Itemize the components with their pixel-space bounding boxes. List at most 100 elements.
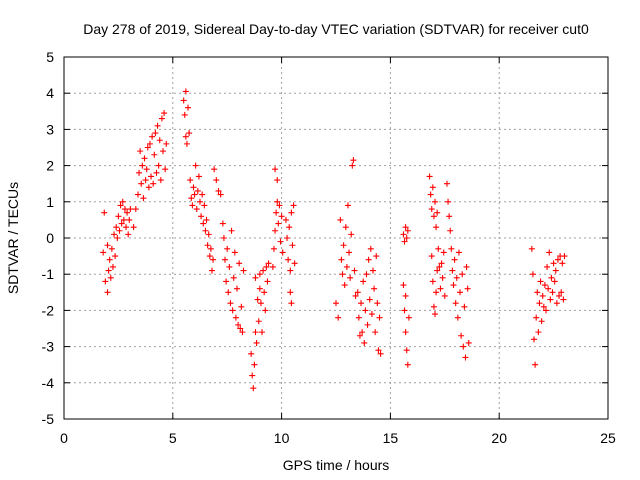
data-point bbox=[256, 285, 263, 292]
data-point bbox=[539, 292, 546, 299]
data-point bbox=[288, 300, 295, 307]
data-point bbox=[232, 314, 239, 321]
data-point bbox=[553, 300, 560, 307]
data-point bbox=[360, 278, 367, 285]
data-point bbox=[154, 122, 161, 129]
data-point bbox=[355, 314, 362, 321]
data-point bbox=[109, 263, 116, 270]
data-point bbox=[400, 282, 407, 289]
data-point bbox=[202, 227, 209, 234]
data-point bbox=[277, 238, 284, 245]
data-point bbox=[188, 195, 195, 202]
data-point bbox=[220, 235, 227, 241]
data-point bbox=[151, 151, 158, 158]
data-point bbox=[451, 256, 458, 263]
data-point bbox=[255, 318, 262, 325]
data-point bbox=[540, 303, 547, 310]
data-point bbox=[139, 162, 146, 169]
data-point bbox=[101, 209, 108, 216]
data-point bbox=[432, 198, 439, 205]
data-point bbox=[261, 289, 268, 296]
data-point bbox=[195, 173, 202, 180]
data-point bbox=[252, 329, 259, 336]
data-point bbox=[193, 206, 200, 213]
data-point bbox=[404, 227, 411, 234]
data-point bbox=[104, 289, 111, 296]
data-point bbox=[145, 184, 152, 191]
data-point bbox=[130, 224, 137, 231]
data-point bbox=[433, 224, 440, 231]
data-point bbox=[278, 213, 285, 220]
data-point bbox=[114, 235, 121, 241]
data-point bbox=[403, 347, 410, 354]
data-point bbox=[248, 350, 255, 357]
data-point bbox=[272, 166, 279, 173]
data-point bbox=[125, 231, 132, 238]
data-point bbox=[405, 314, 412, 321]
x-tick-label: 15 bbox=[383, 430, 399, 446]
data-point bbox=[460, 343, 467, 350]
data-point bbox=[427, 191, 434, 198]
x-tick-label: 10 bbox=[274, 430, 290, 446]
data-point bbox=[153, 169, 160, 176]
data-point bbox=[205, 231, 212, 238]
data-point bbox=[447, 227, 454, 234]
data-point bbox=[239, 329, 246, 336]
data-point bbox=[238, 303, 245, 310]
data-point bbox=[217, 191, 224, 198]
data-point bbox=[120, 216, 127, 223]
data-point bbox=[429, 278, 436, 285]
data-point bbox=[106, 256, 113, 263]
data-point bbox=[156, 137, 163, 144]
data-point bbox=[270, 245, 277, 252]
data-point bbox=[558, 289, 565, 296]
data-point bbox=[439, 274, 446, 281]
data-point bbox=[236, 260, 243, 267]
data-point bbox=[358, 300, 365, 307]
data-point bbox=[541, 282, 548, 289]
data-point bbox=[121, 206, 128, 213]
data-point bbox=[535, 329, 542, 336]
data-point bbox=[223, 278, 230, 285]
data-point bbox=[160, 148, 167, 155]
data-point bbox=[372, 329, 379, 336]
data-point bbox=[559, 260, 566, 267]
data-point bbox=[435, 245, 442, 252]
data-point bbox=[443, 180, 450, 187]
data-point bbox=[365, 256, 372, 263]
data-point bbox=[403, 235, 410, 241]
data-point bbox=[282, 216, 289, 223]
data-point bbox=[108, 245, 115, 252]
data-point bbox=[401, 307, 408, 314]
data-point bbox=[561, 253, 568, 260]
data-point bbox=[211, 166, 218, 173]
data-point bbox=[342, 224, 349, 231]
data-point bbox=[438, 260, 445, 267]
data-point bbox=[250, 385, 257, 392]
data-point bbox=[554, 256, 561, 263]
data-point bbox=[367, 245, 374, 252]
data-point bbox=[351, 267, 358, 274]
y-tick-label: 5 bbox=[46, 49, 54, 65]
grid-lines bbox=[64, 57, 608, 419]
x-axis-label: GPS time / hours bbox=[283, 457, 390, 473]
data-point bbox=[249, 372, 256, 379]
data-point bbox=[157, 177, 164, 184]
data-point bbox=[440, 249, 447, 256]
data-point bbox=[344, 202, 351, 209]
data-point bbox=[227, 300, 234, 307]
data-point bbox=[374, 300, 381, 307]
data-point bbox=[123, 224, 130, 231]
data-point bbox=[430, 213, 437, 220]
data-point bbox=[341, 282, 348, 289]
data-point bbox=[113, 224, 120, 231]
data-point bbox=[181, 111, 188, 118]
data-point bbox=[225, 289, 232, 296]
data-point bbox=[180, 97, 187, 104]
data-point bbox=[127, 206, 134, 213]
data-point bbox=[289, 242, 296, 249]
data-point bbox=[284, 235, 291, 241]
data-point bbox=[149, 133, 156, 140]
data-point bbox=[237, 325, 244, 332]
